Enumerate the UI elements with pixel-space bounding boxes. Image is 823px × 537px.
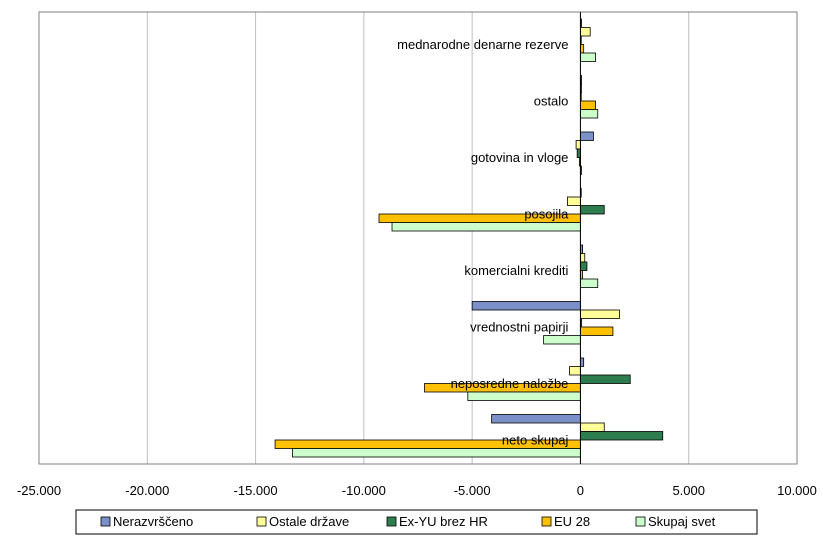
- bar-skupaj-svet: [580, 52, 596, 62]
- legend-swatch: [256, 516, 267, 527]
- bar-ostale-dr-ave: [569, 366, 581, 376]
- bar-ostale-dr-ave: [575, 140, 581, 150]
- x-tick-label: 5.000: [672, 483, 705, 498]
- bar-nerazvr-eno: [491, 414, 581, 424]
- bar-skupaj-svet: [391, 222, 581, 232]
- legend-swatch: [541, 516, 552, 527]
- bar-eu-28: [580, 326, 614, 336]
- category-label: vrednostni papirji: [470, 320, 568, 335]
- bar-skupaj-svet: [580, 278, 599, 288]
- legend: Nerazvrščeno Ostale države Ex-YU brez HR EU…: [75, 509, 758, 535]
- category-label: ostalo: [534, 94, 569, 109]
- legend-swatch: [100, 516, 111, 527]
- category-label: neposredne naložbe: [451, 376, 569, 391]
- bar-ostale-dr-ave: [580, 27, 591, 37]
- category-label: neto skupaj: [502, 433, 569, 448]
- bar-ostale-dr-ave: [580, 422, 605, 432]
- bar-ex-yu-brez-hr: [580, 431, 664, 441]
- x-tick-label: 10.000: [777, 483, 817, 498]
- bar-ex-yu-brez-hr: [580, 261, 588, 271]
- bar-ex-yu-brez-hr: [580, 374, 631, 384]
- x-tick-label: 0: [577, 483, 584, 498]
- gridlines: [146, 12, 690, 464]
- x-tick-label: -20.000: [125, 483, 169, 498]
- category-label: mednarodne denarne rezerve: [397, 37, 568, 52]
- bar-eu-28: [580, 100, 596, 110]
- bar-ostale-dr-ave: [567, 196, 581, 206]
- bar-skupaj-svet: [580, 109, 599, 119]
- bar-ex-yu-brez-hr: [580, 205, 605, 215]
- x-tick-label: -25.000: [17, 483, 61, 498]
- bar-ostale-dr-ave: [580, 253, 586, 263]
- bar-nerazvr-eno: [471, 301, 581, 311]
- bar-nerazvr-eno: [580, 131, 594, 141]
- plot-area-border: [38, 11, 798, 465]
- bars: [274, 18, 664, 458]
- value-axis: -25.000 -20.000 -15.000 -10.000 -5.000 0 5.000…: [17, 12, 817, 498]
- legend-label: Skupaj svet: [648, 514, 716, 529]
- category-label: komercialni krediti: [464, 263, 568, 278]
- legend-swatch: [635, 516, 646, 527]
- legend-label: Nerazvrščeno: [113, 514, 193, 529]
- category-label: posojila: [524, 207, 569, 222]
- legend-label: Ostale države: [269, 514, 349, 529]
- bar-skupaj-svet: [543, 335, 581, 345]
- x-tick-label: -15.000: [234, 483, 278, 498]
- bar-skupaj-svet: [291, 448, 581, 458]
- legend-label: Ex-YU brez HR: [399, 514, 488, 529]
- legend-swatch: [386, 516, 397, 527]
- bar-skupaj-svet: [467, 391, 581, 401]
- x-tick-label: -5.000: [454, 483, 491, 498]
- bar-ostale-dr-ave: [580, 309, 620, 319]
- category-label: gotovina in vloge: [471, 150, 569, 165]
- x-tick-label: -10.000: [342, 483, 386, 498]
- legend-label: EU 28: [554, 514, 590, 529]
- category-labels: mednarodne denarne rezerve ostalo gotovina…: [397, 37, 569, 448]
